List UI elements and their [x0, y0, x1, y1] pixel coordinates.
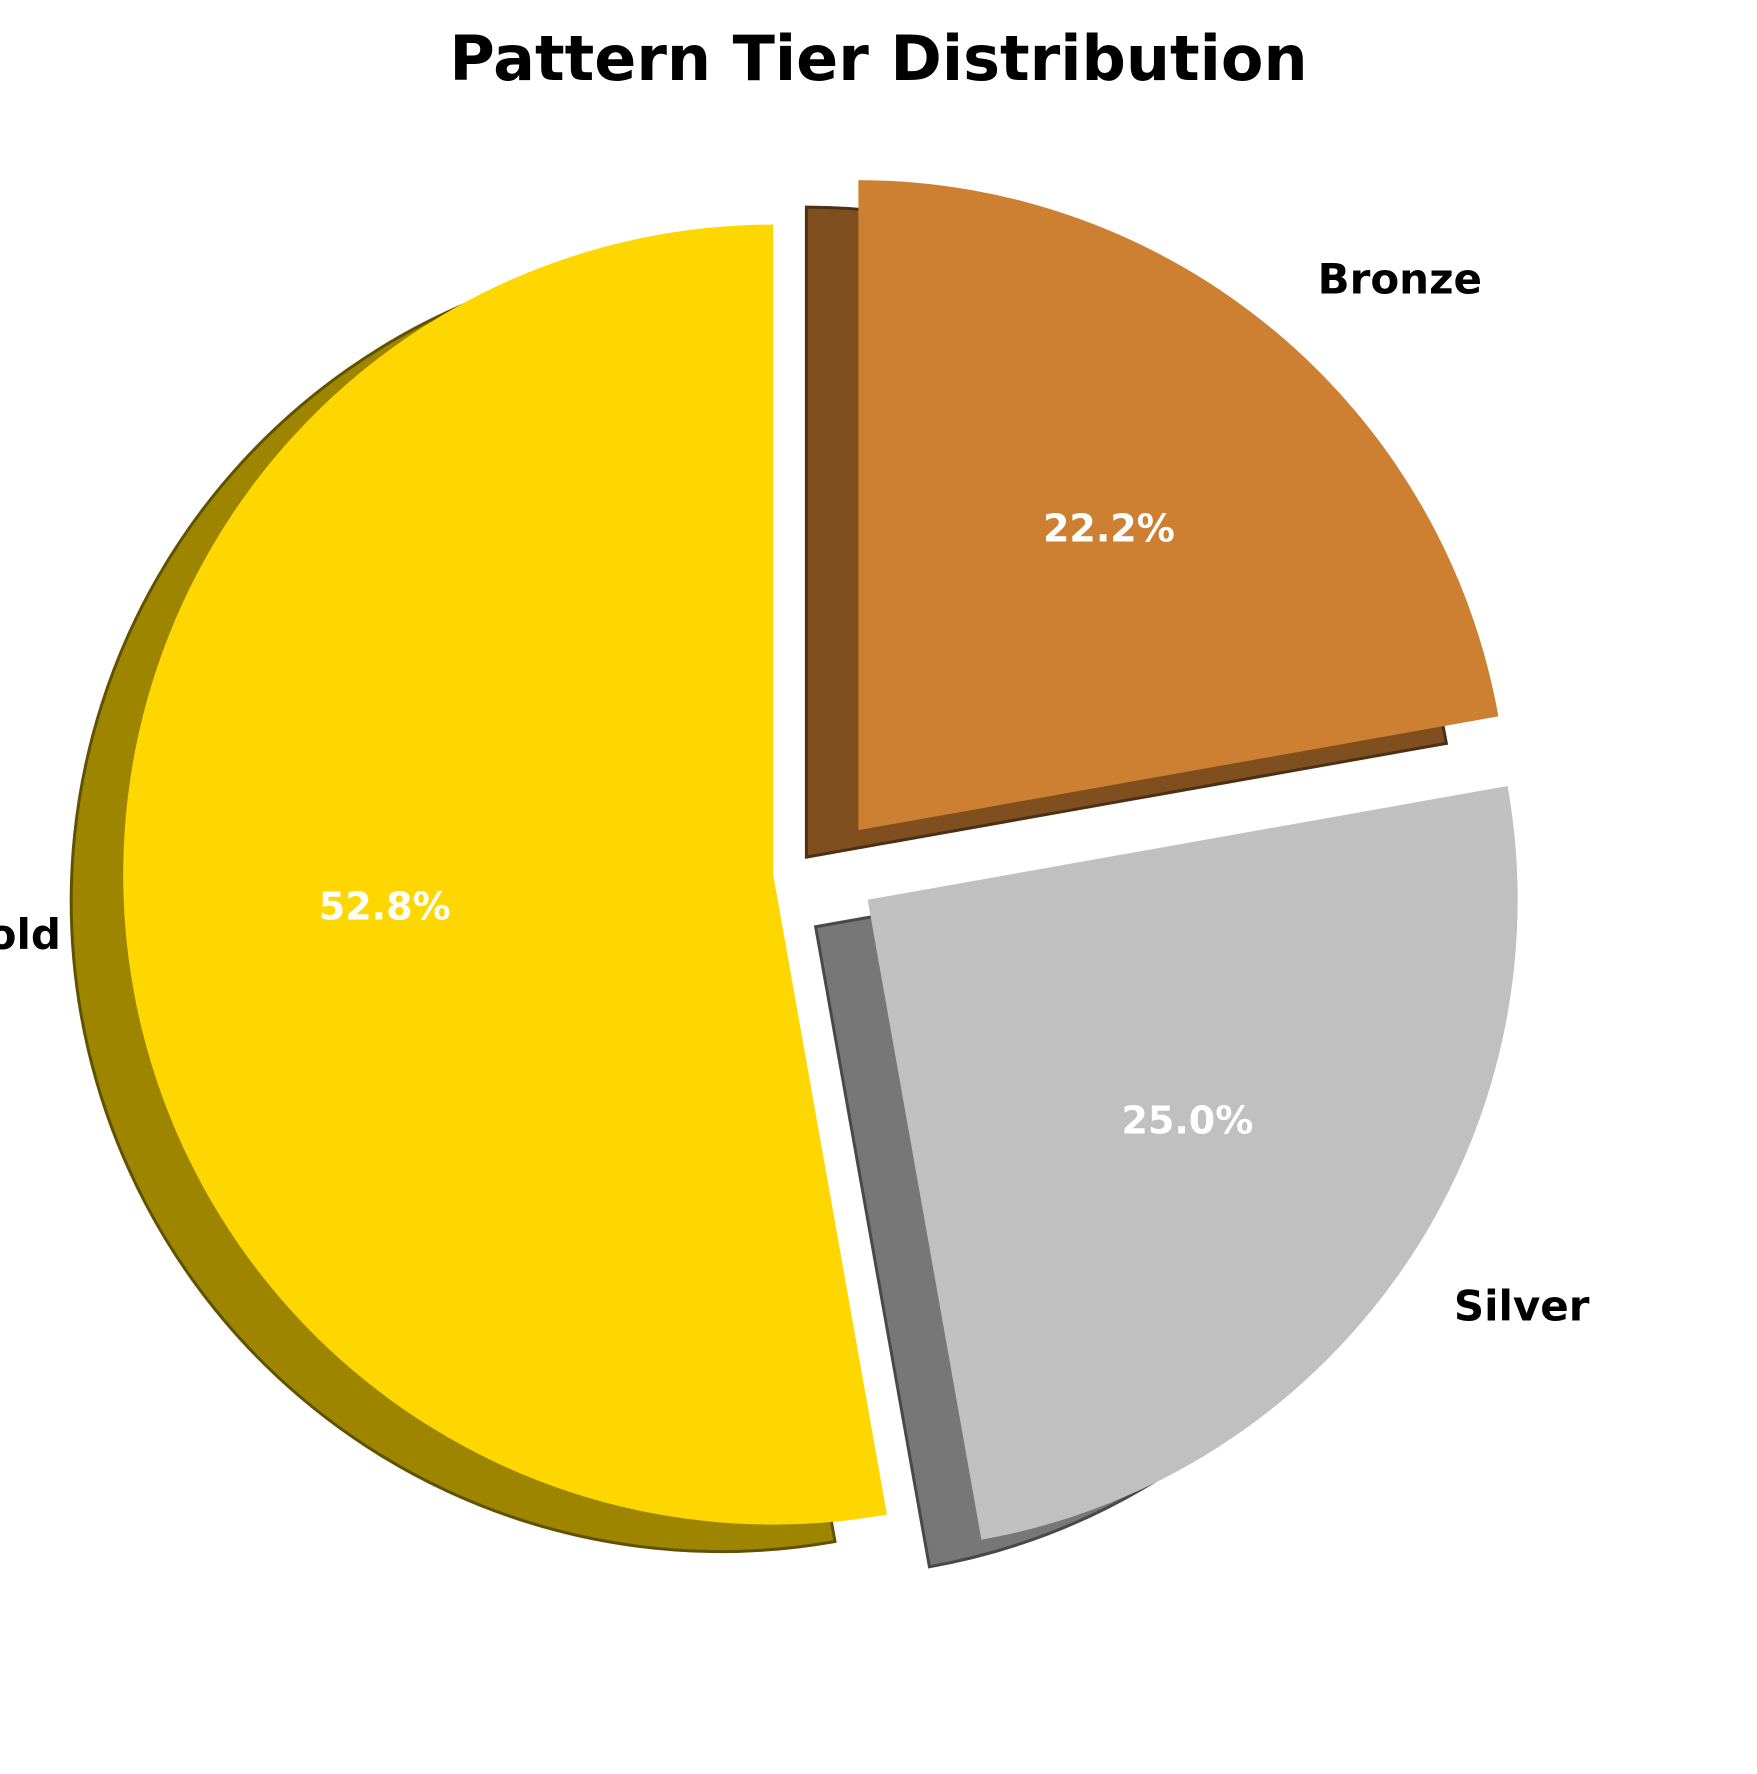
- pct-label-bronze: 22.2%: [1043, 507, 1175, 551]
- pie-slice-gold: [123, 224, 887, 1525]
- pie-slice-silver: [867, 786, 1518, 1540]
- pie-slice-bronze: [858, 180, 1499, 831]
- slice-label-bronze: Bronze: [1318, 255, 1482, 304]
- chart-title: Pattern Tier Distribution: [449, 22, 1308, 95]
- slice-label-gold: Gold: [0, 910, 61, 959]
- slice-label-silver: Silver: [1454, 1282, 1590, 1331]
- pct-label-silver: 25.0%: [1121, 1099, 1253, 1143]
- pie-slices: [123, 180, 1518, 1540]
- pie-labels: Gold 52.8% Silver 25.0% Bronze 22.2%: [0, 255, 1590, 1331]
- pct-label-gold: 52.8%: [319, 884, 451, 928]
